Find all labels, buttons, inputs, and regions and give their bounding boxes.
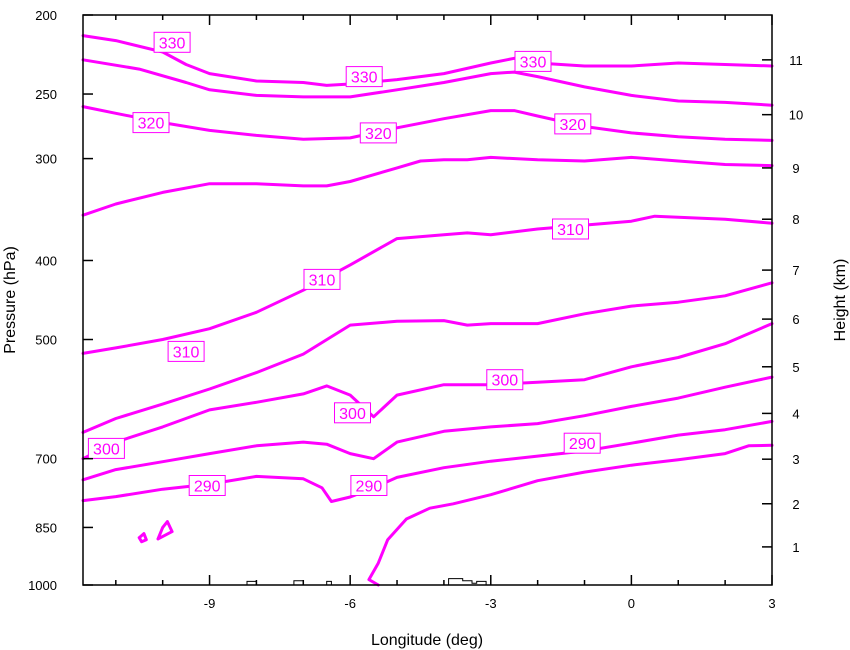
contour-label-6: 310 (309, 272, 336, 289)
contour-label-7: 310 (557, 222, 584, 239)
y-tick-label: 400 (35, 253, 57, 268)
contour-label-box-14 (188, 475, 226, 496)
y-tick-label: 250 (35, 87, 57, 102)
x-tick-label: 3 (768, 596, 775, 611)
y-tick-label: 500 (35, 333, 57, 348)
contour-330-1 (81, 58, 774, 107)
y2-tick-label: 1 (792, 540, 799, 555)
y2-tick-label: 2 (792, 497, 799, 512)
contour-label-box-4 (359, 122, 397, 144)
contour-label-3: 320 (138, 116, 165, 133)
contour-label-10: 300 (339, 406, 366, 423)
y2-tick-label: 6 (792, 312, 799, 327)
contour-label-box-5 (554, 113, 592, 135)
contour-label-12: 290 (569, 436, 596, 453)
contour-330-0 (81, 34, 774, 87)
y2-tick-label: 4 (792, 406, 799, 421)
contour-label-box-0 (153, 31, 191, 53)
y-axis-right: 1 2 3 4 5 6 7 8 9 10 11 (762, 53, 803, 555)
contour-label-box-12 (563, 432, 601, 454)
contour-label-13: 290 (356, 479, 383, 496)
contour-300-6 (81, 322, 774, 461)
contour-label-5: 320 (559, 117, 586, 134)
y-tick-label: 700 (35, 452, 57, 467)
contour-label-box-9 (486, 369, 524, 391)
contour-label-1: 330 (351, 70, 378, 87)
contour-label-box-6 (303, 268, 341, 290)
y2-tick-label: 7 (792, 263, 799, 278)
contour-310-5 (81, 281, 774, 434)
y2-tick-label: 11 (789, 53, 803, 68)
contour-label-box-10 (334, 402, 371, 424)
contour-label-box-13 (350, 475, 388, 496)
contour-290-9 (367, 443, 774, 587)
contour-290-11 (137, 532, 148, 544)
contour-label-box-1 (345, 66, 383, 88)
y-axis-left: 200 250 300 400 500 700 850 1000 (28, 8, 93, 593)
contour-label-box-11 (87, 437, 125, 459)
y2-axis-title: Height (km) (832, 259, 849, 342)
y-tick-label: 300 (35, 152, 57, 167)
contour-300-7 (81, 375, 774, 482)
y2-tick-label: 8 (792, 212, 799, 227)
contour-label-9: 300 (491, 373, 518, 390)
x-axis-title: Longitude (deg) (371, 632, 483, 649)
contour-320-3 (81, 155, 774, 217)
x-tick-label: -9 (204, 596, 216, 611)
y2-tick-label: 9 (792, 161, 799, 176)
contour-label-box-3 (132, 112, 170, 134)
contour-label-14: 290 (194, 479, 221, 496)
y2-tick-label: 3 (792, 452, 799, 467)
y-axis-title: Pressure (hPa) (2, 246, 19, 354)
contour-290-10 (156, 520, 174, 541)
x-axis: -9 -6 -3 0 3 (115, 15, 776, 611)
x-tick-label: 0 (628, 596, 635, 611)
y-tick-label: 850 (35, 520, 57, 535)
contour-320-2 (81, 105, 774, 142)
y2-tick-label: 10 (789, 108, 803, 123)
y2-tick-label: 5 (792, 360, 799, 375)
y-tick-label: 1000 (28, 578, 57, 593)
contour-label-11: 300 (93, 441, 120, 458)
contour-label-4: 320 (365, 126, 392, 143)
contour-label-box-8 (167, 340, 205, 362)
plot-frame (82, 14, 773, 586)
contour-label-box-2 (514, 50, 552, 72)
contour-label-8: 310 (173, 344, 200, 361)
contour-label-2: 330 (520, 54, 547, 71)
x-tick-label: -3 (485, 596, 497, 611)
contour-labels: 330 330 330 320 320 320 310 310 310 300 300 300 290 2… (87, 31, 601, 496)
y-tick-label: 200 (35, 8, 57, 23)
contour-label-0: 330 (159, 35, 186, 52)
contour-310-4 (81, 214, 774, 355)
contour-label-box-7 (552, 218, 589, 240)
x-tick-label: -6 (344, 596, 356, 611)
